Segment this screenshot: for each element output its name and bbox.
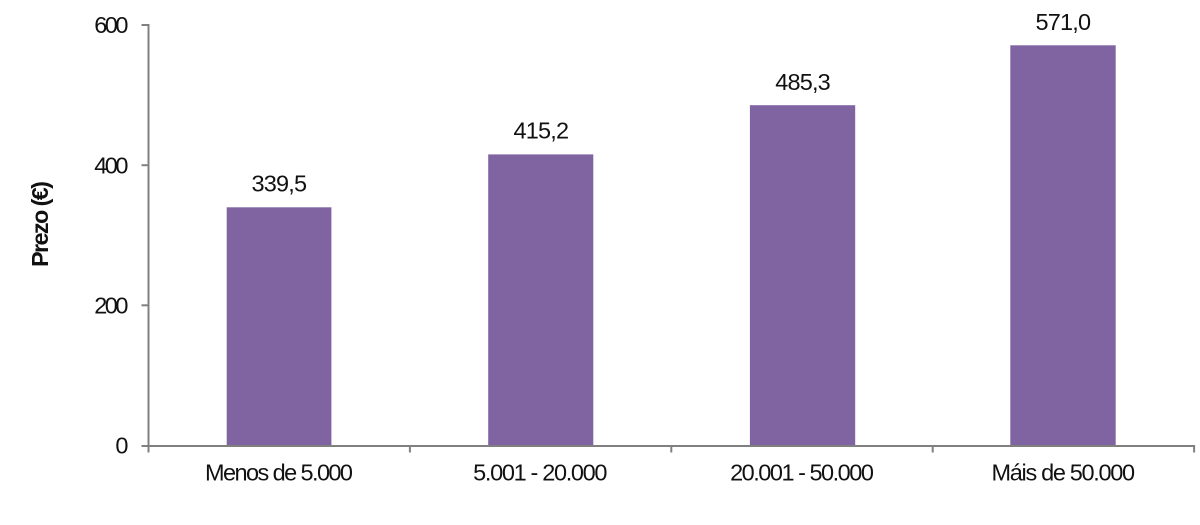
- svg-text:571,0: 571,0: [1036, 9, 1092, 35]
- svg-text:339,5: 339,5: [252, 171, 308, 197]
- svg-text:20.001 - 50.000: 20.001 - 50.000: [730, 460, 874, 486]
- svg-text:485,3: 485,3: [775, 69, 831, 95]
- svg-text:200: 200: [94, 292, 128, 318]
- svg-text:600: 600: [94, 12, 128, 38]
- svg-text:Prezo (€): Prezo (€): [27, 181, 53, 267]
- svg-text:Menos de 5.000: Menos de 5.000: [205, 460, 353, 486]
- svg-text:415,2: 415,2: [514, 118, 570, 144]
- svg-text:0: 0: [115, 433, 128, 459]
- svg-text:Máis de 50.000: Máis de 50.000: [992, 460, 1136, 486]
- svg-text:400: 400: [94, 152, 128, 178]
- svg-text:5.001 - 20.000: 5.001 - 20.000: [473, 460, 607, 486]
